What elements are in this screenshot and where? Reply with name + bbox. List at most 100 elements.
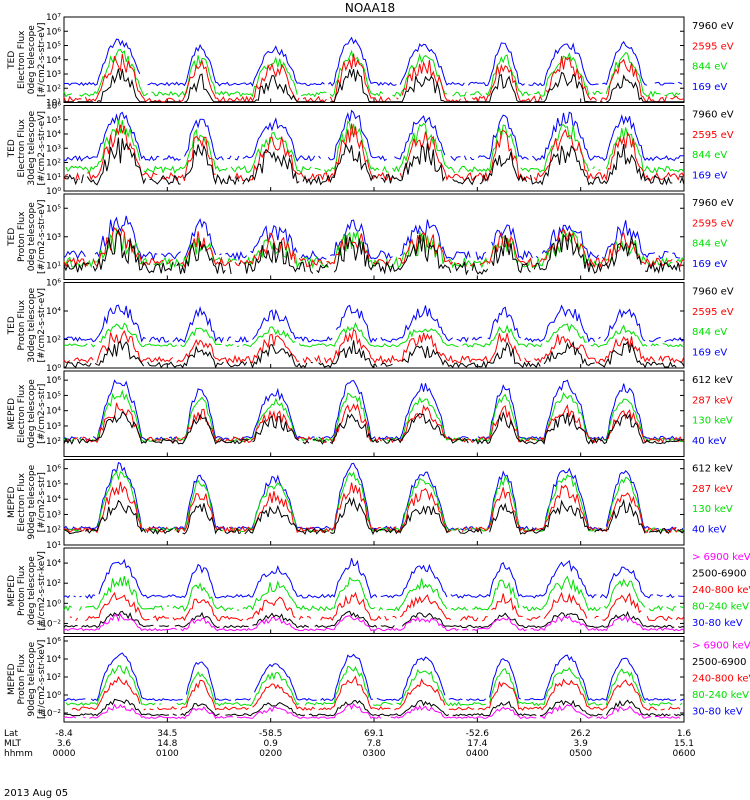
legend-entry: 130 keV: [692, 504, 733, 515]
legend-entry: 844 eV: [692, 327, 727, 338]
y-axis-label-line: Proton Flux: [17, 565, 27, 616]
y-axis-label-line: Proton Flux: [17, 653, 27, 704]
series-line: [64, 698, 685, 717]
x-tick-label: -58.5: [259, 729, 282, 739]
legend-entry: > 6900 keV: [692, 641, 750, 652]
y-axis-label-line: Electron Flux: [17, 30, 27, 89]
y-tick-label: 10⁰: [46, 691, 61, 701]
legend-entry: 2595 eV: [692, 307, 734, 318]
x-tick-label: 15.1: [674, 739, 694, 749]
y-tick-label: 10²: [46, 437, 61, 447]
series-line: [63, 123, 685, 183]
series-line: [64, 50, 684, 97]
y-tick-label: 10⁴: [46, 407, 61, 417]
legend-entry: 169 eV: [692, 348, 727, 359]
legend-entry: > 6900 keV: [692, 552, 750, 563]
legend-entry: 169 eV: [692, 171, 727, 182]
series-line: [63, 389, 685, 443]
y-tick-label: 10⁶: [46, 102, 61, 112]
y-tick-label: 10⁶: [46, 27, 61, 37]
y-axis-label: TEDProton Flux0deg telescope[#/cm2-s-str…: [7, 199, 47, 274]
legend-entry: 7960 eV: [692, 110, 734, 121]
legend-entry: 30-80 keV: [692, 706, 743, 717]
series-line: [65, 402, 685, 444]
y-tick-label: 10³: [46, 70, 61, 80]
legend-entry: 844 eV: [692, 150, 727, 161]
y-tick-label: 10⁴: [46, 56, 61, 66]
y-tick-label: 10⁵: [46, 42, 61, 52]
series-line: [63, 328, 685, 364]
y-tick-label: 10⁷: [46, 13, 61, 23]
y-tick-label: 10¹: [46, 541, 61, 551]
series-line: [63, 321, 685, 348]
y-axis-label-line: TED: [7, 228, 17, 247]
x-tick-label: 69.1: [364, 729, 384, 739]
x-tick-label: 7.8: [367, 739, 382, 749]
y-axis-label-line: 0deg telescope: [27, 556, 37, 626]
y-tick-label: 10⁰: [46, 599, 61, 609]
x-tick-label: 26.2: [571, 729, 591, 739]
y-axis-label-line: TED: [7, 51, 17, 70]
y-tick-label: 10⁶: [46, 376, 61, 386]
y-axis-label: MEPEDElectron Flux0deg telescope[#/cm2-s…: [7, 379, 47, 449]
y-tick-label: 10²: [46, 526, 61, 536]
y-axis-label-line: Electron Flux: [17, 118, 27, 177]
y-tick-label: 10¹: [46, 173, 61, 183]
y-axis-label-line: 90deg telescope: [27, 641, 37, 716]
x-axis-row-label: Lat: [4, 729, 19, 739]
series-line: [64, 704, 684, 719]
series-line: [63, 109, 685, 162]
y-tick-label: 10¹: [46, 99, 61, 109]
series-line: [65, 665, 683, 707]
y-axis-label-line: [#/cm2-s-str-keV]: [37, 551, 47, 630]
y-axis-label-line: 30deg telescope: [27, 287, 37, 362]
y-axis-label-line: [#/cm2-s-str-eV]: [37, 22, 47, 97]
y-axis-label: MEPEDProton Flux0deg telescope[#/cm2-s-s…: [7, 551, 47, 630]
y-axis-label-line: 90deg telescope: [27, 464, 37, 539]
y-axis-label-line: [#/cm2-s-str]: [37, 472, 47, 532]
series-line: [63, 461, 685, 531]
legend-entry: 287 keV: [692, 395, 733, 406]
y-tick-label: 10⁰: [46, 364, 61, 374]
y-tick-label: 10⁵: [46, 204, 61, 214]
y-axis-label-line: MEPED: [7, 486, 17, 518]
legend-entry: 7960 eV: [692, 21, 734, 32]
series-line: [63, 137, 685, 186]
x-tick-label: 3.6: [57, 739, 72, 749]
series-line: [69, 591, 685, 622]
legend-entry: 7960 eV: [692, 287, 734, 298]
panel-frame: [63, 193, 685, 280]
legend-entry: 287 keV: [692, 484, 733, 495]
x-tick-label: -8.4: [55, 729, 73, 739]
y-tick-label: 10³: [46, 422, 61, 432]
y-tick-label: 10⁴: [46, 559, 61, 569]
x-tick-label: 0.9: [264, 739, 279, 749]
x-tick-label: -52.6: [466, 729, 490, 739]
legend-entry: 844 eV: [692, 239, 727, 250]
x-tick-label: 34.5: [157, 729, 177, 739]
legend-entry: 2595 eV: [692, 130, 734, 141]
x-tick-label: 17.4: [467, 739, 487, 749]
legend-entry: 40 keV: [692, 525, 726, 536]
series-line: [63, 610, 685, 629]
legend-entry: 7960 eV: [692, 198, 734, 209]
y-tick-label: 10⁴: [46, 130, 61, 140]
legend-entry: 844 eV: [692, 62, 727, 73]
x-tick-label: 3.9: [574, 739, 589, 749]
series-line: [63, 227, 685, 269]
y-axis-label-line: [#/cm2-s-str-eV]: [37, 288, 47, 363]
x-tick-label: 0400: [466, 749, 489, 759]
y-axis-label-line: TED: [7, 139, 17, 158]
series-line: [63, 304, 685, 344]
series-line: [64, 380, 684, 440]
legend-entry: 2500-6900: [692, 657, 747, 668]
date-label: 2013 Aug 05: [4, 788, 68, 799]
x-tick-label: 0100: [156, 749, 179, 759]
x-tick-label: 1.6: [677, 729, 692, 739]
